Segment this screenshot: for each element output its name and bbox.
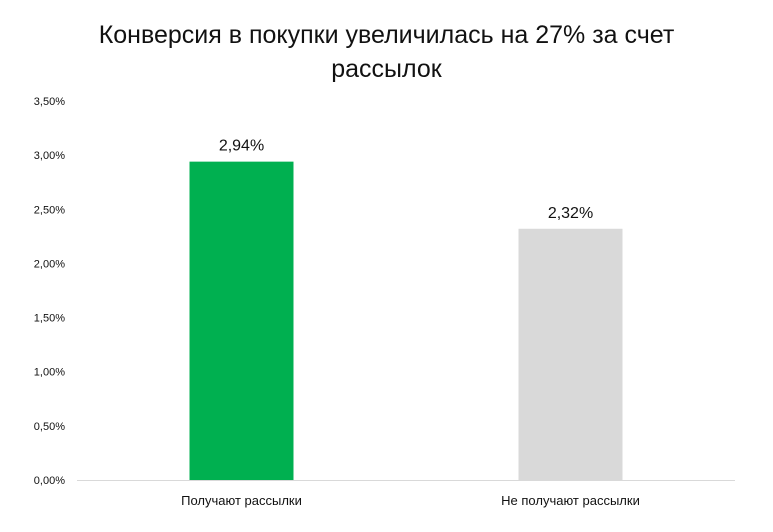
y-tick-label: 3,00% — [34, 150, 65, 162]
y-tick-label: 2,50% — [34, 204, 65, 216]
y-tick-label: 0,50% — [34, 421, 65, 433]
y-tick-label: 2,00% — [34, 258, 65, 270]
y-tick-label: 0,00% — [34, 475, 65, 487]
y-tick-label: 3,50% — [34, 96, 65, 108]
x-category-label: Получают рассылки — [181, 493, 302, 508]
chart-title: Конверсия в покупки увеличилась на 27% з… — [98, 21, 675, 83]
x-category-label: Не получают рассылки — [501, 493, 640, 508]
bar — [518, 228, 623, 480]
bar — [189, 161, 294, 480]
y-tick-label: 1,00% — [34, 367, 65, 379]
y-tick-label: 1,50% — [34, 313, 65, 325]
data-label: 2,94% — [219, 138, 264, 155]
data-label: 2,32% — [548, 205, 593, 222]
